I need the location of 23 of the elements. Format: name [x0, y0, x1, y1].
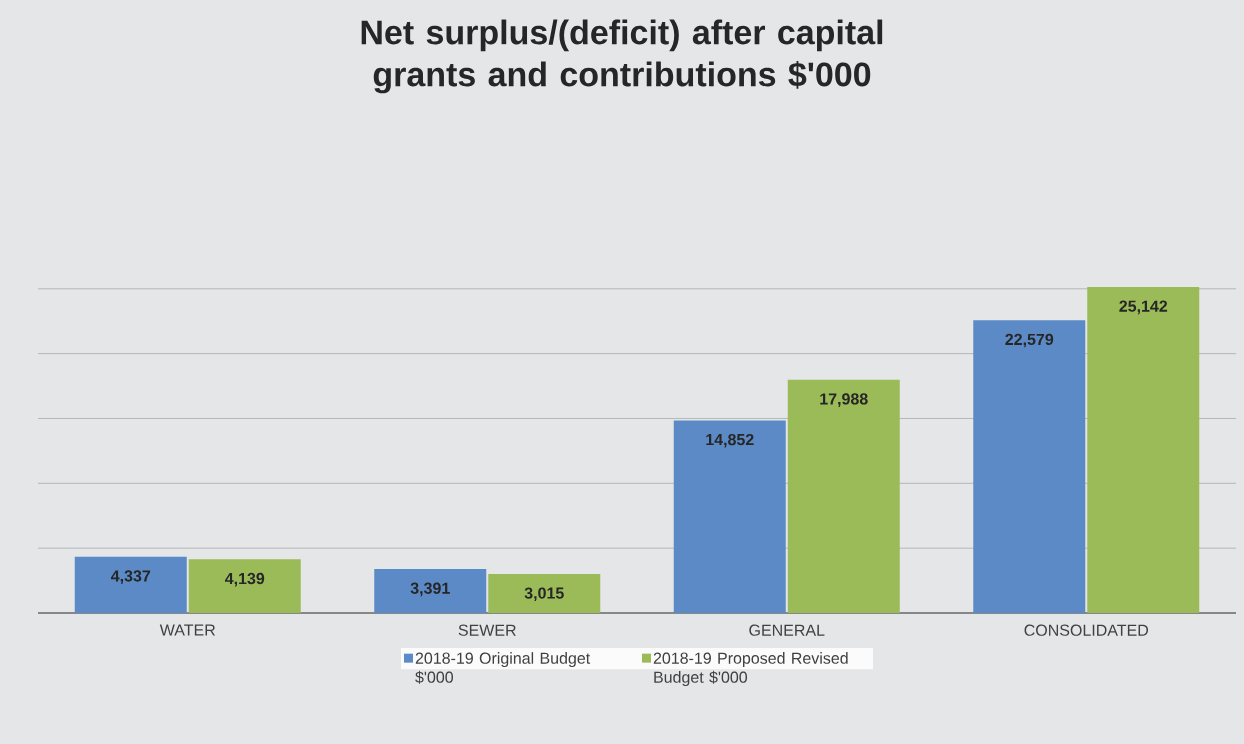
x-tick-label: GENERAL	[749, 624, 825, 636]
data-label: 14,852	[706, 433, 754, 448]
bar	[488, 573, 601, 613]
data-label: 4,337	[110, 570, 151, 584]
bar	[374, 569, 487, 613]
bar	[74, 556, 187, 613]
bar	[787, 379, 900, 613]
data-label: 3,015	[524, 587, 564, 602]
data-label: 22,579	[1005, 333, 1054, 348]
x-tick-label: CONSOLIDATED	[1024, 624, 1149, 636]
data-label: 3,391	[410, 582, 450, 597]
bar	[973, 320, 1086, 613]
legend-label: 2018-19 Proposed Revised Budget $'000	[653, 652, 848, 687]
bar	[188, 559, 301, 613]
data-label: 17,988	[820, 393, 868, 407]
chart-title: Net surplus/(deficit) after capital grants and contributions $'000	[361, 19, 883, 94]
legend-label: 2018-19 Original Budget $'000	[415, 652, 591, 684]
bar	[1087, 286, 1200, 613]
x-tick-label: WATER	[159, 624, 216, 636]
data-label: 25,142	[1119, 300, 1168, 315]
data-label: 4,139	[224, 572, 265, 587]
x-tick-label: SEWER	[458, 624, 516, 636]
bar	[673, 420, 786, 613]
